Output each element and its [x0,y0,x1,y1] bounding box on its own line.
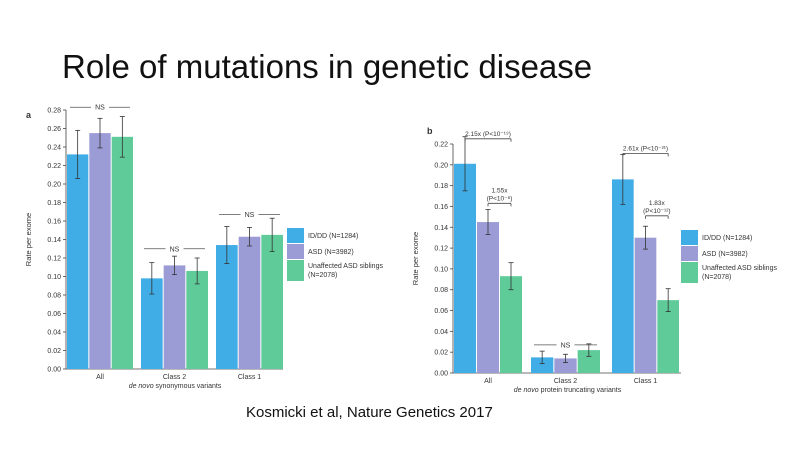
bracket-label: 1.55x [492,187,509,194]
legend-swatch [287,260,304,281]
ns-label: NS [245,212,255,219]
bar [454,163,476,373]
x-tick-label: All [96,374,104,381]
legend-label: ID/DD (N=1284) [702,235,752,242]
bar [89,133,111,369]
panel-letter: a [26,110,32,120]
y-tick-label: 0.20 [434,162,448,169]
y-tick-label: 0.22 [47,163,61,170]
y-tick-label: 0.02 [47,348,61,355]
bar [577,350,600,373]
x-tick-label: Class 2 [554,378,577,385]
y-tick-label: 0.08 [434,287,448,294]
bar [657,300,679,373]
bar [67,154,89,369]
ns-label: NS [95,105,105,112]
bracket-p-value: (P<10⁻¹²) [643,208,670,215]
bar [477,222,499,373]
y-tick-label: 0.28 [47,108,61,115]
x-axis-label-italic: de novo [514,387,539,394]
legend-swatch [287,244,304,259]
x-axis-label-rest: synonymous variants [154,383,222,390]
bar [216,245,238,369]
y-tick-label: 0.26 [47,126,61,133]
legend-swatch [287,228,304,243]
y-tick-label: 0.08 [47,293,61,300]
chart-panel-b: b 0.00 0.02 0.04 0.06 0.08 0.10 0.12 0.14 0.16 0.1… [411,126,777,394]
y-tick-label: 0.06 [434,308,448,315]
x-tick-label: Class 1 [634,378,657,385]
y-tick-label: 0.10 [47,274,61,281]
ns-label: NS [561,342,571,349]
ns-label: NS [170,246,180,253]
y-tick-label: 0.16 [47,219,61,226]
bar [554,358,577,373]
y-tick-label: 0.00 [47,367,61,374]
x-tick-label: Class 2 [163,374,186,381]
legend-swatch [681,230,698,245]
x-axis-label: de novo synonymous variants [129,383,222,390]
bar [238,236,261,369]
bracket-p-value: (P<10⁻⁸) [487,195,513,202]
x-tick-label: Class 1 [238,374,261,381]
y-tick-label: 0.18 [47,200,61,207]
y-tick-label: 0.04 [47,330,61,337]
y-tick-label: 0.02 [434,350,448,357]
y-axis-label: Rate per exome [24,213,33,266]
bar [261,234,283,369]
legend-label: ASD (N=3982) [702,251,748,258]
bar [634,237,657,373]
citation: Kosmicki et al, Nature Genetics 2017 [246,404,493,421]
bracket-label: 2.15x (P<10⁻¹⁹) [465,131,511,138]
bar [531,357,554,373]
x-axis-label-rest: protein truncating variants [539,387,622,394]
y-tick-label: 0.14 [47,237,61,244]
y-tick-label: 0.22 [434,142,448,149]
legend-label: Unaffected ASD siblings [702,265,777,272]
legend-label: (N=2078) [702,274,731,281]
bar [500,276,522,373]
bar [141,278,163,369]
x-axis-label: de novo protein truncating variants [514,387,622,394]
y-tick-label: 0.12 [47,256,61,263]
y-tick-label: 0.00 [434,371,448,378]
y-axis-label: Rate per exome [411,232,420,285]
y-tick-label: 0.24 [47,145,61,152]
bar [163,265,186,369]
y-tick-label: 0.14 [434,225,448,232]
y-tick-label: 0.10 [434,266,448,273]
legend-label: Unaffected ASD siblings [308,263,383,270]
legend-label: (N=2078) [308,272,337,279]
bar [111,136,133,369]
bar [186,270,208,369]
panel-letter: b [427,126,433,136]
y-tick-label: 0.12 [434,246,448,253]
x-tick-label: All [484,378,492,385]
y-tick-label: 0.04 [434,329,448,336]
x-axis-label-italic: de novo [129,383,154,390]
legend-label: ID/DD (N=1284) [308,233,358,240]
slide-title: Role of mutations in genetic disease [62,48,593,85]
bar [612,179,634,373]
legend-label: ASD (N=3982) [308,249,354,256]
legend-swatch [681,246,698,261]
y-tick-label: 0.06 [47,311,61,318]
y-tick-label: 0.18 [434,183,448,190]
chart-panel-a: a 0.00 0.02 0.04 0.06 0.08 0.10 0.12 0.14 0.16 0.1… [24,105,383,390]
bracket-label: 1.83x [649,200,666,207]
legend-swatch [681,262,698,283]
y-tick-label: 0.16 [434,204,448,211]
bracket-label: 2.61x (P<10⁻²¹) [623,145,668,152]
y-tick-label: 0.20 [47,182,61,189]
